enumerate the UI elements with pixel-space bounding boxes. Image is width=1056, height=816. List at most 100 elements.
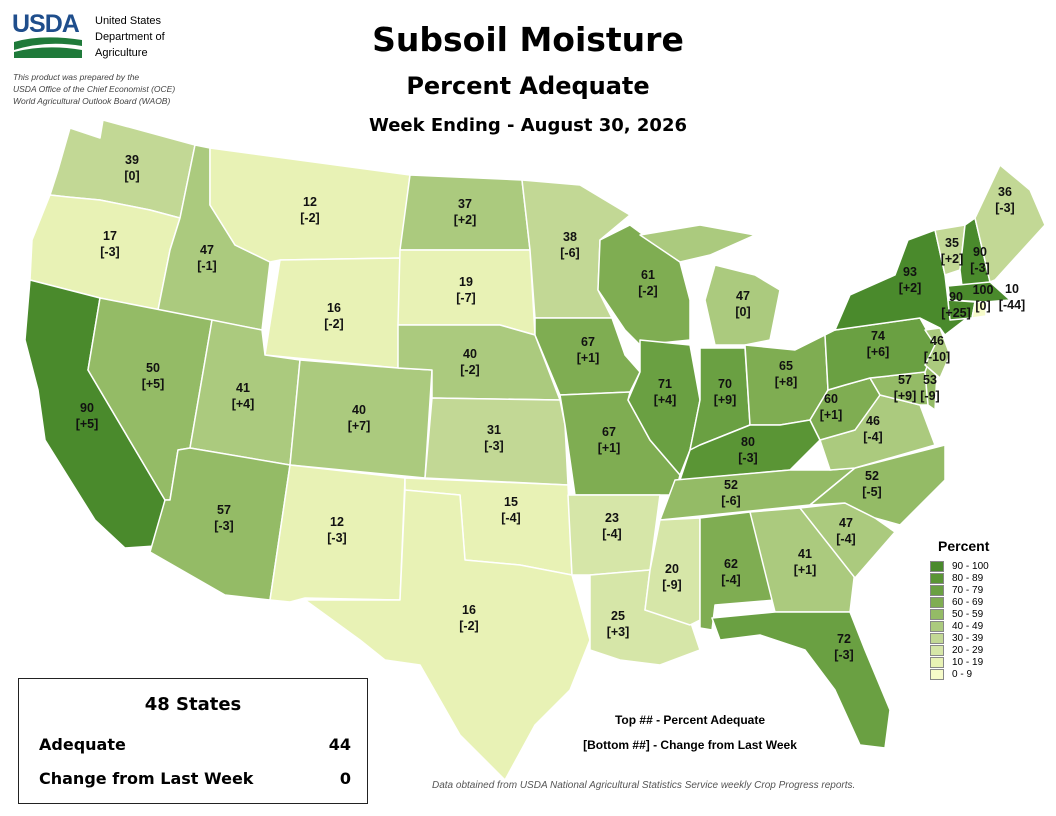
legend-item: 10 - 19 [930,656,989,668]
state-label-indiana: 70 [+9] [714,377,737,407]
legend-item: 70 - 79 [930,584,989,596]
state-adequate-value: 67 [581,335,595,349]
state-adequate-value: 80 [741,435,755,449]
state-label-new-york: 93 [+2] [899,265,922,295]
state-michigan-upper [639,224,756,263]
state-label-oklahoma: 15 [-4] [501,495,520,525]
legend-label: 30 - 39 [952,632,984,644]
state-adequate-value: 23 [605,511,619,525]
state-change-value: [-3] [970,261,989,275]
state-colorado [289,359,433,479]
state-adequate-value: 90 [949,290,963,304]
state-change-value: [-4] [863,430,882,444]
state-label-louisiana: 25 [+3] [607,609,630,639]
legend-swatch [930,596,944,608]
state-adequate-value: 46 [930,334,944,348]
state-change-value: [+2] [899,281,922,295]
state-change-value: [-2] [324,317,343,331]
state-label-idaho: 47 [-1] [197,243,216,273]
state-label-vermont: 35 [+2] [941,236,964,266]
summary-adequate-label: Adequate [39,735,126,754]
state-adequate-value: 60 [824,392,838,406]
state-label-virginia: 46 [-4] [863,414,882,444]
label-key-bottom: [Bottom ##] - Change from Last Week [583,738,797,752]
state-adequate-value: 93 [903,265,917,279]
state-label-massachusetts: 100 [0] [973,283,994,313]
legend-item: 20 - 29 [930,644,989,656]
map-title: Subsoil Moisture [372,20,684,59]
prepared-line: USDA Office of the Chief Economist (OCE) [13,84,176,94]
state-label-utah: 41 [+4] [232,381,255,411]
legend-swatch [930,608,944,620]
state-label-kentucky: 80 [-3] [738,435,757,465]
state-label-ohio: 65 [+8] [775,359,798,389]
state-adequate-value: 61 [641,268,655,282]
state-adequate-value: 17 [103,229,117,243]
data-source-note: Data obtained from USDA National Agricul… [432,780,856,791]
prepared-line: World Agricultural Outlook Board (WAOB) [13,96,171,106]
state-change-value: [+4] [232,397,255,411]
state-adequate-value: 20 [665,562,679,576]
legend-label: 80 - 89 [952,572,984,584]
state-adequate-value: 38 [563,230,577,244]
state-label-delaware: 53 [-9] [920,373,939,403]
state-adequate-value: 90 [973,245,987,259]
legend: Percent 90 - 100 80 - 89 70 - 79 60 - 69 50 … [930,538,989,680]
week-ending: Week Ending - August 30, 2026 [368,115,687,136]
state-change-value: [-3] [834,648,853,662]
state-kansas [424,397,569,486]
state-change-value: [-1] [197,259,216,273]
state-change-value: [+2] [454,213,477,227]
legend-title: Percent [938,538,990,554]
state-new-york [834,229,976,336]
legend-swatch [930,572,944,584]
usda-logo-swoosh [14,37,82,58]
state-adequate-value: 62 [724,557,738,571]
state-label-new-hampshire: 90 [-3] [970,245,989,275]
state-adequate-value: 41 [236,381,250,395]
legend-item: 50 - 59 [930,608,989,620]
state-change-value: [-2] [459,619,478,633]
legend-item: 90 - 100 [930,560,989,572]
state-adequate-value: 40 [352,403,366,417]
state-rhode-island [971,301,987,319]
state-adequate-value: 52 [865,469,879,483]
state-change-value: [0] [735,305,750,319]
state-change-value: [-4] [501,511,520,525]
state-adequate-value: 53 [923,373,937,387]
state-change-value: [-7] [456,291,475,305]
state-adequate-value: 16 [462,603,476,617]
state-adequate-value: 16 [327,301,341,315]
state-change-value: [+9] [894,389,917,403]
state-change-value: [-2] [300,211,319,225]
usda-logo-text: USDA [12,10,80,38]
summary-change-value: 0 [339,769,351,788]
legend-label: 90 - 100 [952,560,989,572]
state-label-kansas: 31 [-3] [484,423,503,453]
state-change-value: [-4] [836,532,855,546]
state-label-wisconsin: 61 [-2] [638,268,657,298]
state-adequate-value: 46 [866,414,880,428]
org-line: Department of [95,31,165,43]
legend-label: 50 - 59 [952,608,984,620]
state-label-alabama: 62 [-4] [721,557,740,587]
legend-label: 10 - 19 [952,656,984,668]
state-change-value: [+1] [794,563,817,577]
state-label-oregon: 17 [-3] [100,229,119,259]
state-change-value: [-3] [484,439,503,453]
state-label-florida: 72 [-3] [834,632,853,662]
state-change-value: [+2] [941,252,964,266]
state-label-tennessee: 52 [-6] [721,478,740,508]
state-label-colorado: 40 [+7] [348,403,371,433]
state-label-illinois: 71 [+4] [654,377,677,407]
state-adequate-value: 47 [839,516,853,530]
prepared-line: This product was prepared by the [13,72,140,82]
legend-swatch [930,656,944,668]
state-change-value: [-3] [995,201,1014,215]
state-adequate-value: 50 [146,361,160,375]
legend-item: 30 - 39 [930,632,989,644]
state-label-west-virginia: 60 [+1] [820,392,843,422]
state-label-pennsylvania: 74 [+6] [867,329,890,359]
